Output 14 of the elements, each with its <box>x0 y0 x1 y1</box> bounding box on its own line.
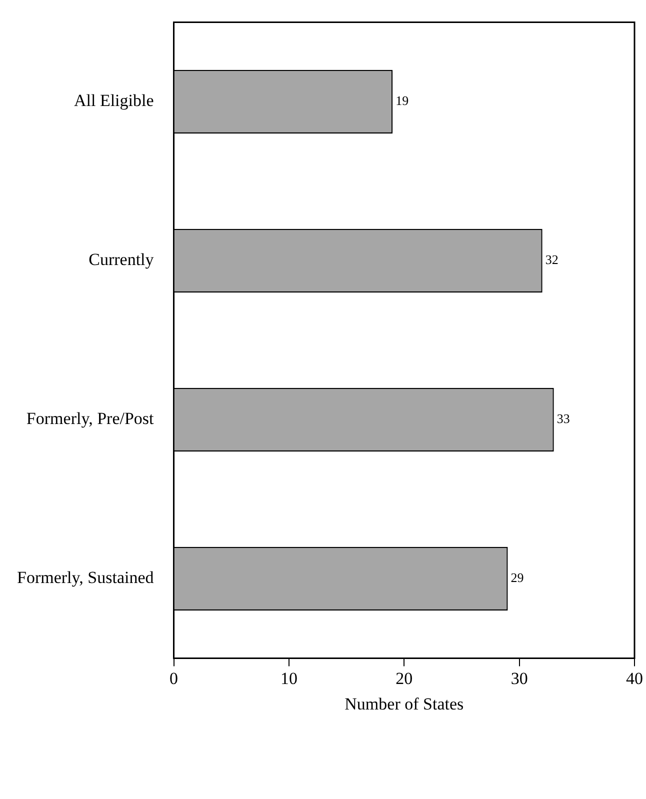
x-tick-label: 0 <box>170 668 178 688</box>
x-tick-label: 10 <box>280 668 298 688</box>
data-label: 19 <box>396 93 409 108</box>
data-label: 29 <box>510 570 524 586</box>
x-tick-label: 20 <box>396 668 413 688</box>
y-tick-label: All Eligible <box>74 91 154 110</box>
x-tick-label: 40 <box>626 668 643 688</box>
data-label: 32 <box>545 252 558 268</box>
x-tick-label: 30 <box>510 668 528 688</box>
y-tick-label: Formerly, Pre/Post <box>26 409 154 428</box>
y-tick-label: Currently <box>88 250 154 270</box>
x-axis-title: Number of States <box>344 694 464 714</box>
data-label: 33 <box>556 411 570 426</box>
y-tick-label: Formerly, Sustained <box>16 568 154 588</box>
